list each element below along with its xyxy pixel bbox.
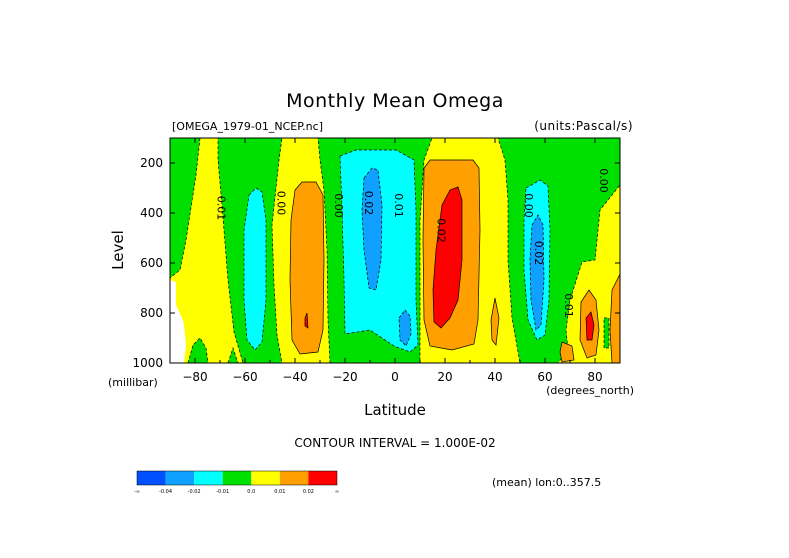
band-zero-neg-bottom-left (187, 337, 209, 363)
x-units-label: (degrees_north) (546, 384, 634, 397)
y-tick-label: 600 (140, 256, 163, 270)
missing-data-mask (170, 280, 186, 363)
colorbar: -∞ -0.04 -0.02 -0.01 0.0 0.01 0.02 ∞ (134, 470, 339, 495)
contour-label: 0.00 (597, 168, 610, 193)
contour-label: 0.01 (562, 293, 575, 318)
colorbar-swatch (279, 471, 309, 485)
x-tick-label: −40 (282, 370, 307, 384)
band-pos-001-north-small (490, 297, 500, 346)
contour-label: 0.02 (532, 241, 545, 266)
contour-label: 0.00 (275, 191, 288, 216)
x-tick-label: 20 (437, 370, 452, 384)
colorbar-label: -0.01 (216, 489, 229, 495)
file-label: [OMEGA_1979-01_NCEP.nc] (172, 120, 323, 133)
colorbar-label: ∞ (335, 489, 339, 495)
band-neg-002-tropical (361, 167, 383, 291)
colorbar-swatch (194, 471, 223, 485)
axes: −80 −60 −40 −20 0 20 40 60 80 200 400 600 800 1000 (132, 138, 620, 384)
y-axis-label: Level (109, 230, 127, 270)
contour-label: 0.01 (215, 196, 228, 221)
band-zero-neg-south-pole (170, 138, 201, 279)
x-tick-label: −80 (182, 370, 207, 384)
colorbar-label: 0.01 (274, 489, 285, 495)
y-tick-label: 1000 (132, 356, 163, 370)
colorbar-swatch (251, 471, 280, 485)
colorbar-swatch (222, 471, 252, 485)
colorbar-swatch (137, 471, 166, 485)
plot-area (170, 138, 620, 363)
contour-label: 0.02 (435, 218, 448, 243)
contour-label: 0.01 (392, 193, 405, 218)
x-axis-label: Latitude (364, 401, 426, 419)
band-neg-001-south-mid (243, 187, 267, 351)
chart-title: Monthly Mean Omega (286, 90, 504, 112)
colorbar-swatch (165, 471, 195, 485)
band-pos-002-tropical (432, 186, 463, 329)
colorbar-swatch (308, 471, 337, 485)
colorbar-label: -0.02 (188, 489, 201, 495)
x-tick-label: 40 (487, 370, 502, 384)
contour-label: 0.00 (522, 193, 535, 218)
x-tick-label: 60 (537, 370, 552, 384)
colorbar-frame (136, 470, 338, 486)
band-pos-001-edge (609, 273, 620, 363)
units-label: (units:Pascal/s) (534, 119, 633, 133)
colorbar-label: 0.02 (303, 489, 314, 495)
y-tick-label: 800 (140, 306, 163, 320)
contour-label: 0.00 (332, 193, 345, 218)
band-pos-002-arctic (585, 311, 595, 341)
y-tick-label: 200 (140, 156, 163, 170)
colorbar-label: -0.04 (159, 489, 172, 495)
contour-labels: 0.01 0.00 0.00 0.02 0.01 0.02 0.00 0.02 0.01 0.00 (215, 168, 611, 318)
x-tick-label: −20 (332, 370, 357, 384)
band-pos-001-north-small-2 (559, 341, 575, 363)
y-tick-label: 400 (140, 206, 163, 220)
colorbar-label: -∞ (134, 489, 140, 495)
colorbar-label: 0.0 (247, 489, 255, 495)
band-neg-002-equator (398, 309, 412, 347)
x-tick-label: 0 (391, 370, 399, 384)
band-neg-002-north-mid (529, 214, 545, 331)
band-pos-001-south (289, 181, 325, 355)
x-tick-label: −60 (232, 370, 257, 384)
band-zero-neg-arctic-strip (603, 317, 610, 349)
band-zero-neg-bottom-mid (227, 346, 239, 363)
y-units-label: (millibar) (108, 376, 158, 389)
contour-label: 0.02 (362, 191, 375, 216)
contour-interval-label: CONTOUR INTERVAL = 1.000E-02 (294, 436, 495, 450)
band-pos-002-south-tiny (304, 312, 309, 329)
region-label: (mean) lon:0..357.5 (492, 476, 601, 489)
x-tick-label: 80 (587, 370, 602, 384)
